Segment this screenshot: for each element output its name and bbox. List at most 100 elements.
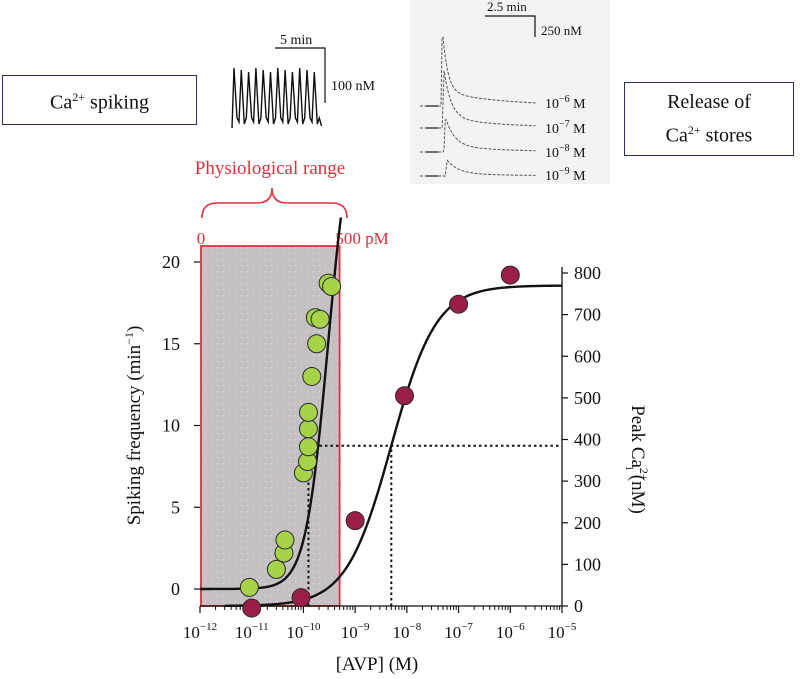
shading-texture (201, 246, 340, 606)
right-y-label-post: (nM) (627, 470, 648, 514)
release-scale-bar (485, 15, 536, 37)
release-line2-base: Ca (665, 124, 688, 147)
release-stores-box: Release of Ca2+ stores (624, 82, 794, 156)
right-y-tick-label: 700 (574, 305, 601, 325)
peak-calcium-point (500, 265, 520, 285)
release-trace-label: 10−7 M (545, 119, 586, 137)
fit-curve-left (200, 217, 343, 591)
right-y-label-sup: 2+ (637, 468, 651, 481)
release-trace-label: 10−8 M (545, 143, 586, 161)
spiking-trace (231, 67, 323, 129)
release-label-exp: −9 (559, 166, 570, 177)
x-tick-base: 10 (392, 623, 409, 642)
release-label-base: 10 (545, 169, 559, 184)
release-line2-sup: 2+ (687, 123, 701, 138)
ca-spiking-base: Ca (50, 91, 73, 114)
x-tick-base: 10 (341, 623, 358, 642)
x-tick-exponent: −9 (358, 621, 370, 633)
right-y-tick-label: 100 (574, 554, 601, 574)
x-tick-base: 10 (548, 623, 565, 642)
spiking-frequency-point (307, 334, 327, 354)
x-tick-base: 10 (496, 623, 513, 642)
left-y-tick-label: 10 (162, 416, 180, 436)
release-trace-label: 10−6 M (545, 94, 586, 112)
right-y-tick-label: 0 (574, 596, 583, 616)
x-tick-exponent: −7 (461, 621, 473, 633)
spiking-scale-conc: 100 nM (331, 79, 376, 94)
x-tick-label: 10−9 (341, 621, 370, 642)
left-y-tick-label: 20 (162, 252, 180, 272)
release-label-unit: M (570, 97, 587, 112)
spiking-frequency-point (275, 530, 295, 550)
right-y-label-sub: i (623, 467, 637, 471)
x-tick-exponent: −6 (513, 621, 525, 633)
release-scale-conc: 250 nM (541, 23, 582, 38)
right-y-tick-label: 500 (574, 388, 601, 408)
release-label-base: 10 (545, 146, 559, 161)
ca-spiking-sup: 2+ (72, 90, 86, 105)
right-y-tick-label: 800 (574, 263, 601, 283)
x-tick-exponent: −8 (409, 621, 421, 633)
peak-calcium-point (291, 588, 311, 608)
release-label-base: 10 (545, 122, 559, 137)
release-trace (420, 159, 536, 177)
physiological-range-label: Physiological range (195, 158, 345, 179)
left-y-label-sup: −1 (122, 332, 136, 345)
ca-spiking-box: Ca2+ spiking (2, 75, 197, 125)
release-traces-panel (410, 0, 610, 184)
spiking-frequency-point (298, 402, 318, 422)
peak-calcium-point (242, 598, 262, 618)
release-scale-time: 2.5 min (487, 0, 527, 14)
range-start-label: 0 (197, 229, 206, 248)
spiking-scale-time: 5 min (280, 33, 312, 48)
release-label-exp: −7 (559, 119, 570, 130)
range-end-label: 500 pM (335, 229, 388, 248)
spiking-frequency-point (298, 437, 318, 457)
left-y-tick-label: 0 (171, 579, 180, 599)
x-tick-base: 10 (444, 623, 461, 642)
peak-calcium-point (449, 294, 469, 314)
right-y-axis-label: Peak Ca2+i (nM) (623, 405, 651, 514)
x-tick-base: 10 (286, 623, 303, 642)
spiking-scale-bar (275, 47, 326, 103)
peak-calcium-point (394, 386, 414, 406)
x-axis-label: [AVP] (M) (336, 654, 419, 675)
release-trace-label: 10−9 M (545, 166, 586, 184)
left-y-tick-label: 5 (171, 497, 180, 517)
x-tick-label: 10−11 (235, 621, 269, 642)
left-y-label-end: ) (124, 326, 145, 332)
release-traces-inset: 2.5 min 250 nM 10−6 M10−7 M10−8 M10−9 M (410, 0, 610, 184)
peak-calcium-point (345, 511, 365, 531)
spiking-frequency-point (298, 419, 318, 439)
release-trace (420, 119, 536, 153)
release-label-unit: M (570, 169, 587, 184)
right-y-label-pre: Peak Ca (627, 405, 648, 468)
release-label-unit: M (570, 122, 587, 137)
x-tick-label: 10−10 (286, 621, 321, 642)
x-tick-label: 10−12 (183, 621, 217, 642)
release-label-unit: M (570, 146, 587, 161)
right-y-tick-label: 600 (574, 346, 601, 366)
x-tick-base: 10 (235, 623, 252, 642)
physiological-range-brace (201, 187, 348, 219)
release-label-base: 10 (545, 97, 559, 112)
fit-curve-right (224, 284, 563, 608)
x-tick-exponent: −11 (252, 621, 269, 633)
release-line1: Release of (667, 91, 751, 114)
spiking-frequency-point (239, 577, 259, 597)
x-tick-base: 10 (183, 623, 200, 642)
release-line2-rest: stores (700, 124, 753, 147)
x-tick-exponent: −10 (303, 621, 321, 633)
ca-spiking-rest: spiking (85, 91, 149, 114)
left-y-tick-label: 15 (162, 334, 180, 354)
spiking-trace-inset: 5 min 100 nM (231, 33, 376, 129)
x-tick-label: 10−5 (548, 621, 577, 642)
spiking-frequency-point (302, 366, 322, 386)
right-y-tick-label: 200 (574, 513, 601, 533)
x-tick-exponent: −12 (200, 621, 217, 633)
spiking-frequency-point (322, 277, 342, 297)
release-label-exp: −8 (559, 143, 570, 154)
left-y-label-text: Spiking frequency (min (124, 344, 145, 525)
